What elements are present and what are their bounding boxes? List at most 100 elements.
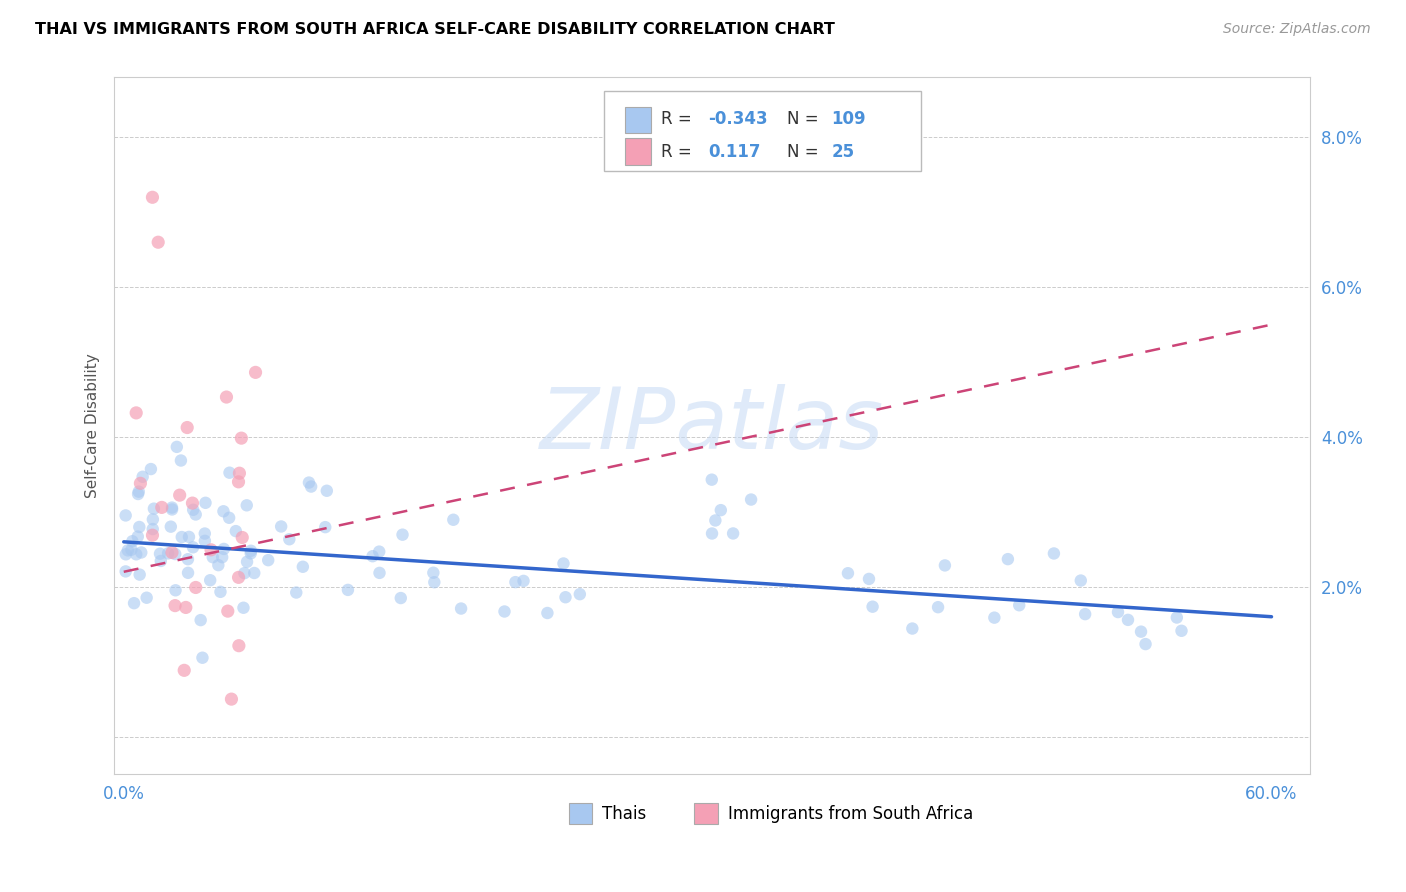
Point — [122, 596, 145, 610]
Bar — [568, 804, 592, 824]
Point — [236, 555, 259, 569]
Point — [231, 531, 253, 545]
Point — [125, 406, 148, 420]
Point — [181, 503, 204, 517]
Point — [231, 431, 253, 445]
Text: N =: N = — [787, 111, 824, 128]
Bar — [624, 107, 651, 133]
Point — [181, 496, 204, 510]
Point — [194, 533, 217, 548]
Point — [228, 467, 250, 481]
Point — [1116, 613, 1139, 627]
Point — [200, 542, 222, 557]
Point — [212, 504, 235, 518]
Point — [232, 600, 254, 615]
Point — [142, 501, 165, 516]
Text: 0.117: 0.117 — [709, 143, 761, 161]
Point — [536, 606, 558, 620]
Point — [505, 575, 527, 590]
Point — [160, 502, 183, 516]
Point — [165, 583, 187, 598]
Point — [285, 585, 308, 599]
Point — [441, 513, 464, 527]
Point — [225, 524, 247, 538]
Point — [149, 547, 172, 561]
Point — [184, 581, 207, 595]
Point — [114, 565, 136, 579]
Point — [228, 570, 250, 584]
Point — [704, 513, 727, 527]
Point — [177, 552, 200, 566]
Point — [170, 453, 193, 467]
Y-axis label: Self-Care Disability: Self-Care Disability — [86, 353, 100, 498]
Point — [121, 534, 143, 549]
Text: -0.343: -0.343 — [709, 111, 768, 128]
Point — [700, 473, 723, 487]
FancyBboxPatch shape — [605, 91, 921, 171]
Point — [129, 476, 152, 491]
Point — [160, 500, 183, 515]
Point — [423, 575, 446, 590]
Point — [142, 512, 165, 526]
Point — [127, 487, 149, 501]
Point — [1170, 624, 1192, 638]
Point — [314, 520, 336, 534]
Text: Thais: Thais — [602, 805, 647, 822]
Point — [228, 475, 250, 489]
Point — [221, 692, 243, 706]
Text: Source: ZipAtlas.com: Source: ZipAtlas.com — [1223, 22, 1371, 37]
Point — [209, 584, 232, 599]
Point — [1008, 599, 1031, 613]
Point — [165, 599, 187, 613]
Point — [983, 610, 1005, 624]
Point — [997, 552, 1019, 566]
Point — [721, 526, 744, 541]
Point — [117, 543, 139, 558]
Text: R =: R = — [661, 143, 696, 161]
Point — [740, 492, 762, 507]
Point — [215, 390, 238, 404]
Point — [315, 483, 337, 498]
Point — [166, 440, 188, 454]
Point — [700, 526, 723, 541]
Point — [927, 600, 949, 615]
Point — [862, 599, 884, 614]
Point — [159, 519, 181, 533]
Point — [450, 601, 472, 615]
Point — [181, 541, 204, 555]
Point — [128, 520, 150, 534]
Point — [858, 572, 880, 586]
Text: 25: 25 — [831, 143, 855, 161]
Point — [174, 600, 197, 615]
Point — [198, 573, 221, 587]
Point — [125, 547, 148, 561]
Point — [233, 566, 256, 581]
Point — [191, 650, 214, 665]
Point — [235, 498, 257, 512]
Point — [270, 519, 292, 533]
Point — [368, 566, 391, 580]
Point — [218, 510, 240, 524]
Point — [177, 566, 200, 580]
Point — [710, 503, 733, 517]
Point — [1043, 546, 1066, 560]
Point — [127, 530, 149, 544]
Point — [211, 550, 233, 565]
Point — [1074, 607, 1097, 621]
Point — [194, 496, 217, 510]
Text: Immigrants from South Africa: Immigrants from South Africa — [727, 805, 973, 822]
Text: R =: R = — [661, 111, 696, 128]
Point — [1166, 610, 1188, 624]
Point — [228, 639, 250, 653]
Point — [298, 475, 321, 490]
Point — [1130, 624, 1153, 639]
Point — [190, 613, 212, 627]
Point — [131, 470, 153, 484]
Point — [141, 190, 163, 204]
Point — [142, 522, 165, 536]
Point — [837, 566, 859, 581]
Point — [176, 420, 198, 434]
Point — [160, 545, 183, 559]
Point — [150, 500, 173, 515]
Point — [512, 574, 534, 588]
